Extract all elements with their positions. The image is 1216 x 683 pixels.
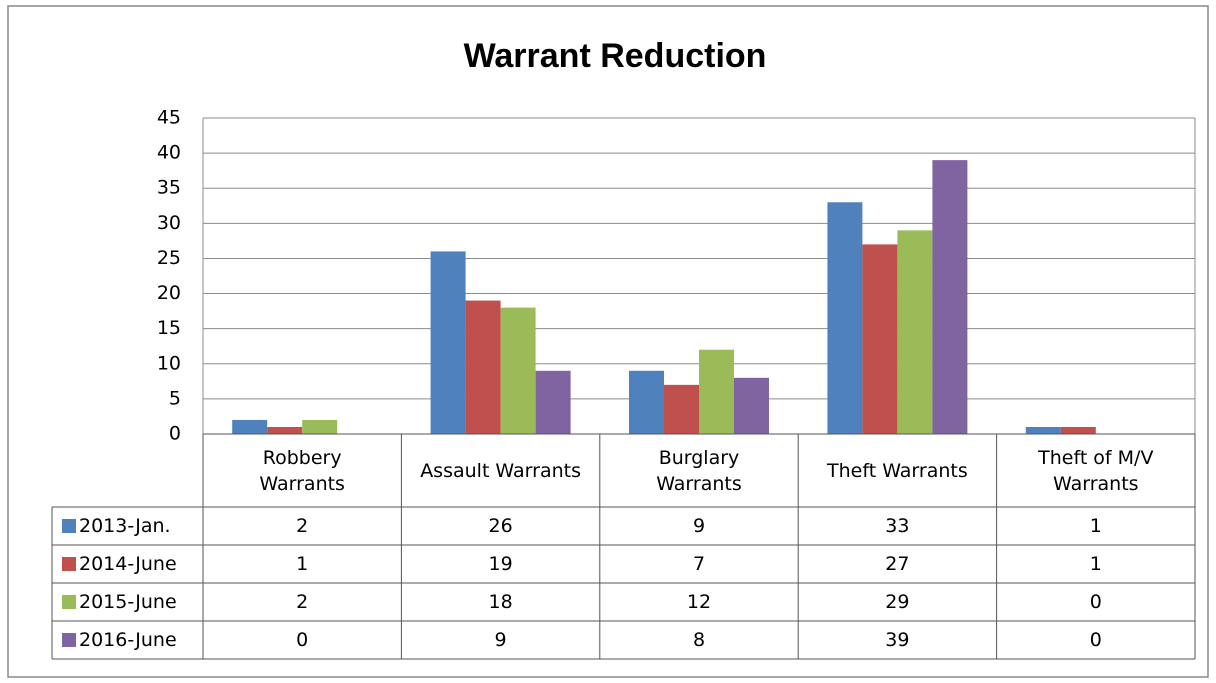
table-value: 9 (494, 629, 507, 651)
table-value: 0 (1089, 629, 1102, 651)
table-value: 9 (692, 515, 706, 537)
bar (302, 419, 338, 434)
table-value: 0 (1089, 591, 1102, 613)
table-value: 27 (885, 553, 910, 575)
legend-label: 2013-Jan. (79, 515, 171, 537)
bar (535, 370, 571, 434)
category-label: Burglary Warrants (656, 446, 742, 495)
y-tick-label: 15 (157, 317, 181, 339)
bar (1060, 426, 1096, 434)
legend-label: 2015-June (79, 591, 177, 613)
bar (862, 244, 898, 434)
table-value: 12 (686, 591, 712, 613)
y-tick-label: 5 (169, 387, 181, 409)
table-value: 1 (1089, 553, 1102, 575)
bar (897, 230, 933, 434)
y-tick-label: 10 (157, 352, 181, 374)
category-label: Robbery Warrants (259, 446, 345, 495)
table-value: 1 (1089, 515, 1102, 537)
bar (734, 377, 769, 434)
table-value: 18 (488, 591, 513, 613)
category-label: Theft of M/V Warrants (1038, 446, 1154, 495)
y-tick-label: 45 (157, 107, 181, 129)
bar (232, 419, 268, 434)
table-value: 29 (885, 591, 910, 613)
table-value: 2 (296, 515, 309, 537)
table-value: 0 (296, 629, 309, 651)
category-label: Assault Warrants (420, 459, 581, 482)
y-tick-label: 30 (157, 212, 181, 234)
bar (699, 349, 734, 434)
legend-key (62, 595, 76, 609)
table-value: 33 (885, 515, 910, 537)
table-value: 19 (488, 553, 513, 575)
bar (430, 251, 466, 434)
y-tick-label: 40 (157, 142, 181, 164)
table-value: 8 (692, 629, 706, 651)
y-tick-label: 20 (157, 282, 181, 304)
chart-title: Warrant Reduction (464, 37, 767, 75)
bar (932, 160, 968, 434)
bar (827, 202, 863, 434)
legend-key (62, 633, 76, 647)
table-value: 39 (885, 629, 910, 651)
table-value: 2 (296, 591, 309, 613)
legend-label: 2016-June (79, 629, 177, 651)
table-value: 26 (488, 515, 513, 537)
bar (664, 384, 699, 434)
legend-key (62, 557, 76, 571)
bar (629, 370, 664, 434)
y-tick-label: 25 (157, 247, 181, 269)
bar (500, 307, 536, 434)
legend-key (62, 519, 76, 533)
legend-label: 2014-June (79, 553, 177, 575)
category-label: Theft Warrants (827, 459, 968, 482)
y-tick-label: 0 (169, 423, 181, 445)
bar (465, 300, 501, 434)
bar (1025, 426, 1061, 434)
table-value: 7 (692, 553, 706, 575)
bar (267, 426, 303, 434)
table-value: 1 (296, 553, 309, 575)
y-tick-label: 35 (157, 177, 181, 199)
